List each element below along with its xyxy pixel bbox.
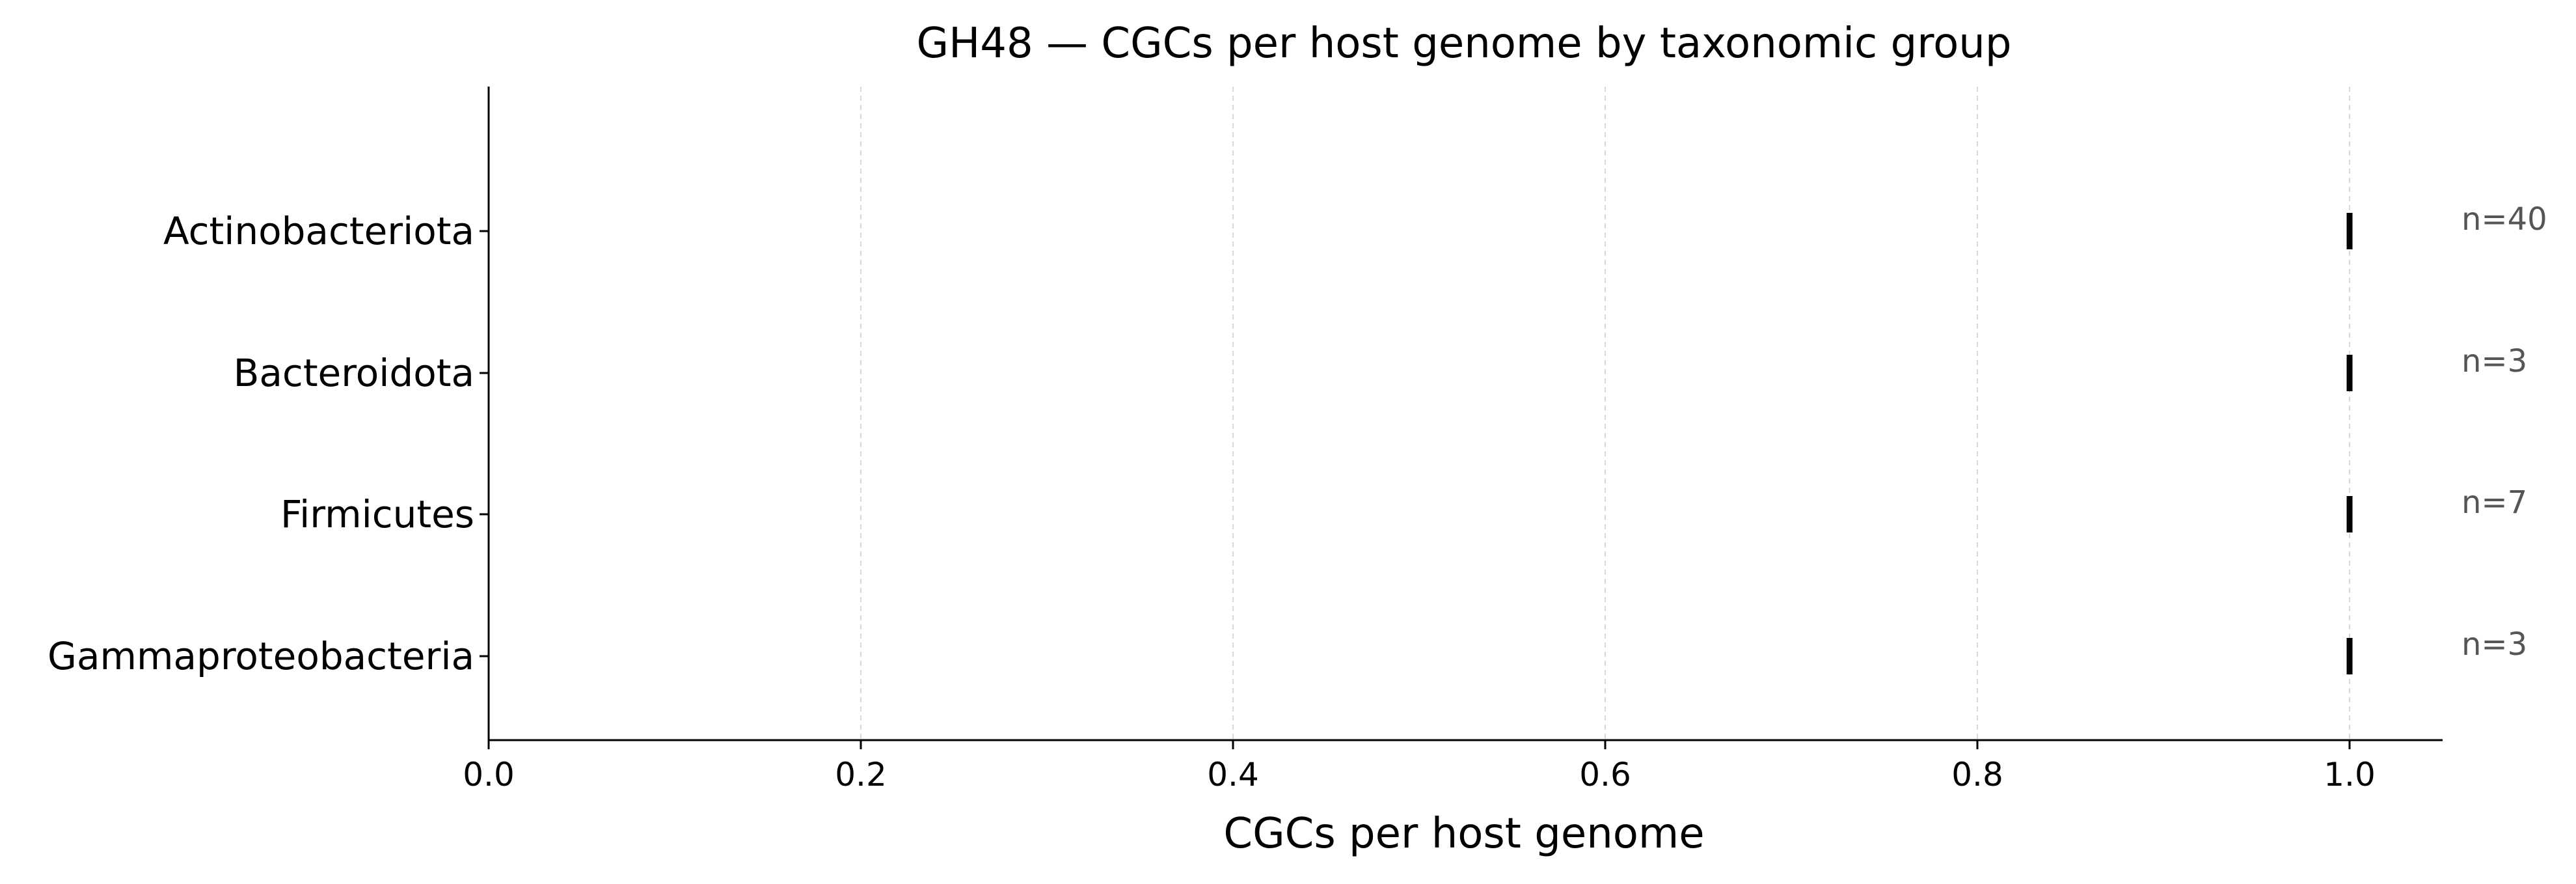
x-tick-label: 0.0 bbox=[463, 756, 515, 794]
x-tick-label: 0.6 bbox=[1579, 756, 1631, 794]
x-tick-label: 0.2 bbox=[835, 756, 887, 794]
category-labels: Actinobacteriota Bacteroidota Firmicutes Ga… bbox=[47, 209, 489, 678]
x-ticks: 0.0 0.2 0.4 0.6 0.8 1.0 bbox=[463, 740, 2376, 794]
grid bbox=[860, 87, 2350, 740]
x-axis-title: CGCs per host genome bbox=[1223, 810, 1704, 858]
category-label: Gammaproteobacteria bbox=[47, 634, 474, 678]
count-label: n=7 bbox=[2461, 484, 2527, 521]
x-tick-label: 0.4 bbox=[1207, 756, 1259, 794]
count-label: n=40 bbox=[2461, 201, 2547, 238]
chart-title: GH48 — CGCs per host genome by taxonomic… bbox=[917, 20, 2012, 68]
category-label: Actinobacteriota bbox=[163, 209, 474, 253]
count-annotations: n=40 n=3 n=7 n=3 bbox=[2461, 201, 2547, 663]
count-label: n=3 bbox=[2461, 343, 2527, 380]
category-label: Firmicutes bbox=[280, 492, 474, 536]
x-tick-label: 0.8 bbox=[1951, 756, 2003, 794]
x-tick-label: 1.0 bbox=[2324, 756, 2376, 794]
category-label: Bacteroidota bbox=[234, 351, 474, 395]
count-label: n=3 bbox=[2461, 626, 2527, 663]
